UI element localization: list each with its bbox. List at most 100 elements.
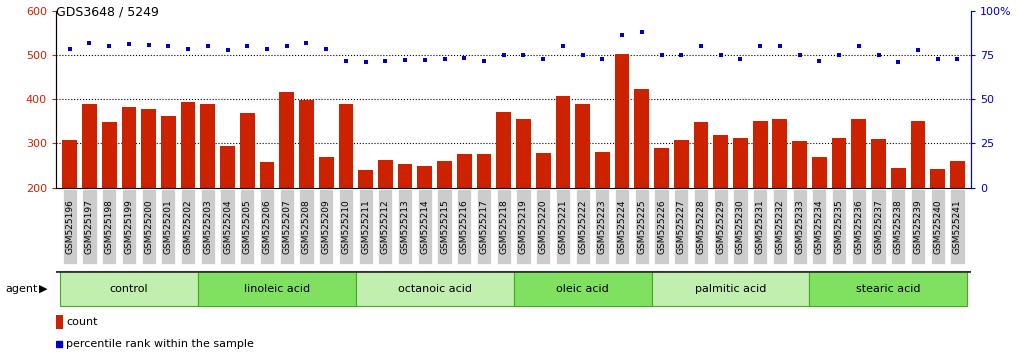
Text: GSM525201: GSM525201 [164,199,173,254]
FancyBboxPatch shape [911,189,925,264]
Text: count: count [66,317,98,327]
Bar [694,122,709,188]
Text: GSM525239: GSM525239 [913,199,922,254]
Text: GSM525204: GSM525204 [223,199,232,254]
Text: GSM525210: GSM525210 [342,199,351,254]
FancyBboxPatch shape [63,189,77,264]
Text: GSM525228: GSM525228 [697,199,706,254]
FancyBboxPatch shape [299,189,313,264]
Bar [812,156,827,188]
Bar [536,153,550,188]
FancyBboxPatch shape [753,189,767,264]
FancyBboxPatch shape [733,189,747,264]
Bar [358,170,373,188]
FancyBboxPatch shape [102,189,116,264]
Bar [576,104,590,188]
Text: GSM525218: GSM525218 [499,199,508,254]
Text: GSM525225: GSM525225 [638,199,647,254]
FancyBboxPatch shape [872,189,886,264]
Bar [713,135,728,188]
Text: GSM525235: GSM525235 [835,199,843,254]
Text: GSM525224: GSM525224 [617,199,626,254]
Text: GSM525230: GSM525230 [736,199,744,254]
Bar [280,92,294,188]
FancyBboxPatch shape [240,189,254,264]
Bar [496,113,512,188]
Text: GSM525222: GSM525222 [578,199,587,254]
Bar [417,166,432,188]
Text: GSM525216: GSM525216 [460,199,469,254]
Text: GSM525227: GSM525227 [676,199,685,254]
FancyBboxPatch shape [654,189,668,264]
Bar [161,116,176,188]
Text: GSM525236: GSM525236 [854,199,863,254]
Text: GSM525207: GSM525207 [283,199,291,254]
FancyBboxPatch shape [517,189,531,264]
Text: control: control [110,284,148,293]
FancyBboxPatch shape [931,189,945,264]
Bar [339,104,353,188]
Text: palmitic acid: palmitic acid [695,284,766,293]
Bar [181,102,195,188]
Text: GSM525234: GSM525234 [815,199,824,254]
Text: GSM525208: GSM525208 [302,199,311,254]
FancyBboxPatch shape [773,189,787,264]
FancyBboxPatch shape [674,189,689,264]
Bar [595,152,610,188]
Text: GSM525213: GSM525213 [401,199,410,254]
Text: GSM525223: GSM525223 [598,199,607,254]
Bar [200,104,216,188]
Text: oleic acid: oleic acid [556,284,609,293]
Bar [733,138,747,188]
Bar [82,104,97,188]
Text: GSM525196: GSM525196 [65,199,74,254]
Text: GSM525232: GSM525232 [775,199,784,254]
Bar [259,162,275,188]
Text: stearic acid: stearic acid [856,284,920,293]
FancyBboxPatch shape [141,189,156,264]
Text: GSM525240: GSM525240 [934,199,942,254]
FancyBboxPatch shape [378,189,393,264]
Bar [950,161,965,188]
Bar [654,148,669,188]
Text: GSM525200: GSM525200 [144,199,154,254]
FancyBboxPatch shape [60,271,198,306]
FancyBboxPatch shape [477,189,491,264]
Text: ▶: ▶ [39,284,47,293]
FancyBboxPatch shape [810,271,967,306]
Text: GSM525238: GSM525238 [894,199,903,254]
Text: GSM525214: GSM525214 [420,199,429,254]
Bar [516,119,531,188]
FancyBboxPatch shape [162,189,176,264]
Text: GSM525197: GSM525197 [85,199,94,254]
Bar [674,140,689,188]
FancyBboxPatch shape [950,189,964,264]
Text: GSM525231: GSM525231 [756,199,765,254]
FancyBboxPatch shape [652,271,810,306]
Text: GSM525220: GSM525220 [539,199,548,254]
FancyBboxPatch shape [356,271,514,306]
Text: GDS3648 / 5249: GDS3648 / 5249 [56,5,159,18]
Bar [891,168,906,188]
Bar [299,100,314,188]
Text: GSM525226: GSM525226 [657,199,666,254]
Bar [555,96,571,188]
Bar [121,107,136,188]
FancyBboxPatch shape [221,189,235,264]
Bar [931,169,945,188]
FancyBboxPatch shape [556,189,570,264]
Text: agent: agent [5,284,38,293]
Bar [220,145,235,188]
Text: GSM525221: GSM525221 [558,199,567,254]
Bar [851,119,866,188]
FancyBboxPatch shape [694,189,708,264]
FancyBboxPatch shape [280,189,294,264]
Text: GSM525206: GSM525206 [262,199,272,254]
FancyBboxPatch shape [319,189,334,264]
FancyBboxPatch shape [122,189,136,264]
Bar [773,119,787,188]
Text: GSM525237: GSM525237 [874,199,883,254]
Bar [62,140,77,188]
Text: GSM525229: GSM525229 [716,199,725,254]
FancyBboxPatch shape [832,189,846,264]
